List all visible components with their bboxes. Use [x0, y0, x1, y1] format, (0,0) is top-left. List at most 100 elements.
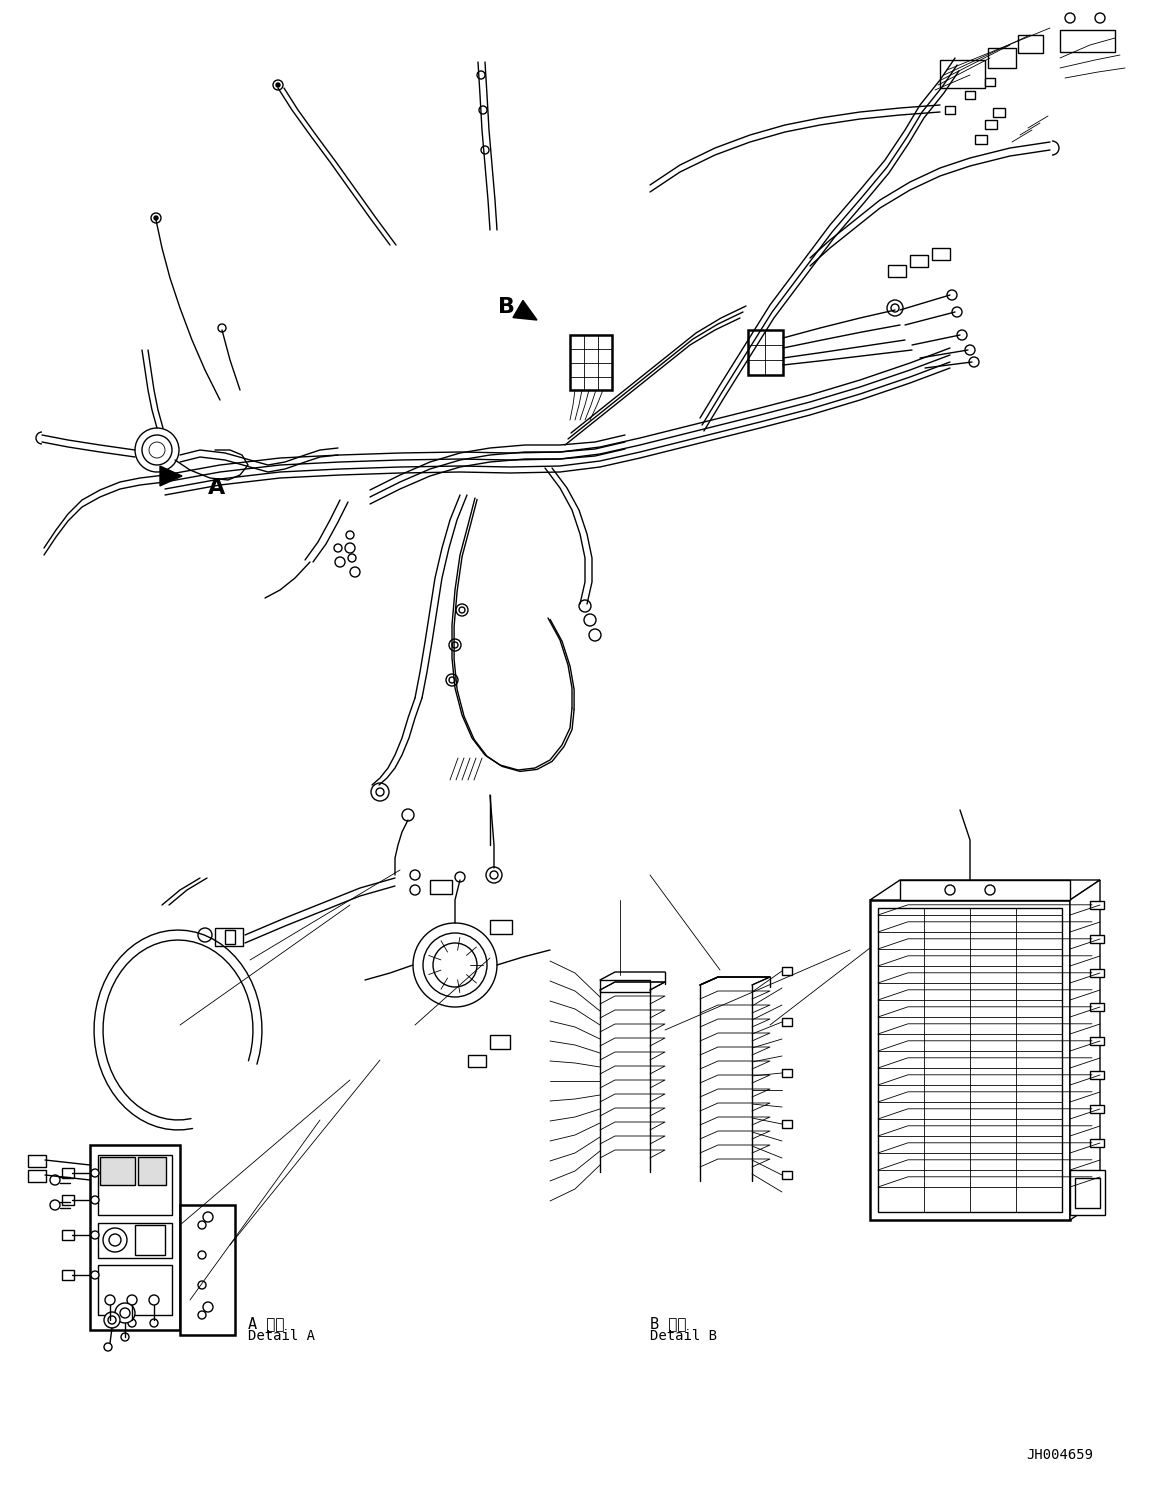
Text: JH004659: JH004659: [1027, 1448, 1093, 1463]
Circle shape: [120, 1308, 130, 1318]
Polygon shape: [160, 466, 181, 487]
Circle shape: [204, 1302, 213, 1312]
Bar: [782, 967, 792, 975]
Circle shape: [50, 1199, 60, 1210]
Bar: [98, 1223, 172, 1257]
Text: B 詳細: B 詳細: [650, 1315, 686, 1330]
Bar: [870, 900, 1070, 1220]
Bar: [1059, 30, 1115, 52]
Circle shape: [128, 1318, 136, 1327]
Circle shape: [452, 641, 458, 647]
Bar: [782, 1068, 792, 1077]
Bar: [985, 77, 996, 86]
Circle shape: [459, 607, 465, 613]
Bar: [985, 121, 997, 129]
Text: Detail B: Detail B: [650, 1329, 718, 1344]
Bar: [1090, 969, 1104, 978]
Text: A: A: [208, 478, 226, 498]
Circle shape: [198, 1281, 206, 1289]
Bar: [1090, 1173, 1104, 1181]
Bar: [1070, 1170, 1105, 1216]
Circle shape: [109, 1234, 121, 1245]
Bar: [1090, 1071, 1104, 1079]
Bar: [909, 254, 928, 266]
Bar: [28, 1155, 47, 1167]
Bar: [975, 135, 987, 144]
Bar: [570, 335, 612, 390]
Bar: [490, 1036, 511, 1049]
Bar: [1090, 1138, 1104, 1147]
Circle shape: [150, 1318, 158, 1327]
Bar: [965, 91, 975, 100]
Bar: [993, 109, 1005, 118]
Bar: [430, 879, 452, 894]
Circle shape: [91, 1271, 99, 1280]
Circle shape: [198, 1311, 206, 1318]
Circle shape: [198, 1251, 206, 1259]
Bar: [889, 265, 906, 277]
Bar: [224, 930, 235, 943]
Bar: [490, 920, 512, 934]
Polygon shape: [513, 301, 537, 320]
Circle shape: [115, 1303, 135, 1323]
Circle shape: [104, 1344, 112, 1351]
Bar: [748, 330, 783, 375]
Bar: [940, 60, 985, 88]
Text: A 詳細: A 詳細: [248, 1315, 285, 1330]
Text: B: B: [498, 298, 515, 317]
Bar: [62, 1269, 74, 1280]
Circle shape: [449, 677, 455, 683]
Bar: [782, 1171, 792, 1178]
Bar: [1018, 36, 1043, 54]
Bar: [62, 1231, 74, 1240]
Circle shape: [108, 1315, 116, 1324]
Bar: [180, 1205, 235, 1335]
Circle shape: [376, 789, 384, 796]
Bar: [138, 1158, 166, 1184]
Bar: [215, 929, 243, 946]
Circle shape: [91, 1196, 99, 1204]
Bar: [62, 1195, 74, 1205]
Circle shape: [411, 885, 420, 894]
Circle shape: [198, 1222, 206, 1229]
Circle shape: [276, 83, 280, 86]
Circle shape: [149, 1295, 159, 1305]
Bar: [1090, 934, 1104, 943]
Bar: [62, 1168, 74, 1178]
Circle shape: [891, 304, 899, 312]
Text: Detail A: Detail A: [248, 1329, 315, 1344]
Polygon shape: [870, 879, 1100, 900]
Bar: [782, 1120, 792, 1128]
Circle shape: [154, 216, 158, 220]
Bar: [782, 1018, 792, 1027]
Bar: [946, 106, 955, 115]
Bar: [135, 1225, 165, 1254]
Circle shape: [198, 929, 212, 942]
Bar: [900, 879, 1070, 900]
Circle shape: [490, 870, 498, 879]
Circle shape: [91, 1231, 99, 1240]
Circle shape: [106, 1318, 114, 1327]
Circle shape: [91, 1170, 99, 1177]
Circle shape: [121, 1333, 129, 1341]
Circle shape: [104, 1228, 127, 1251]
Bar: [90, 1144, 180, 1330]
Circle shape: [50, 1176, 60, 1184]
Circle shape: [411, 870, 420, 879]
Circle shape: [946, 885, 955, 894]
Bar: [1090, 1037, 1104, 1045]
Circle shape: [105, 1295, 115, 1305]
Polygon shape: [1070, 879, 1100, 1220]
Circle shape: [985, 885, 996, 894]
Bar: [100, 1158, 135, 1184]
Bar: [600, 981, 650, 992]
Bar: [989, 48, 1016, 68]
Bar: [468, 1055, 486, 1067]
Bar: [28, 1170, 47, 1181]
Circle shape: [204, 1213, 213, 1222]
Bar: [1090, 902, 1104, 909]
Bar: [1090, 1106, 1104, 1113]
Bar: [98, 1265, 172, 1315]
Bar: [98, 1155, 172, 1216]
Circle shape: [127, 1295, 137, 1305]
